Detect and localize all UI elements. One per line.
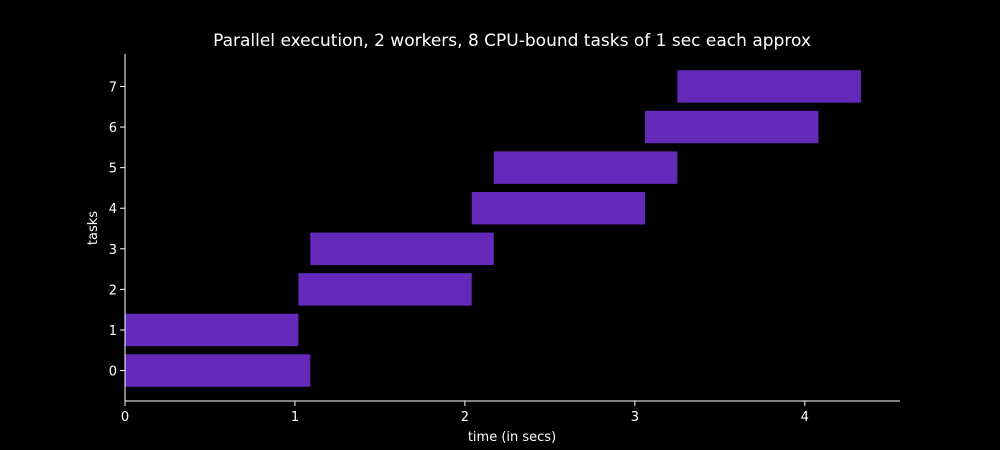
task-bar-4 [471, 191, 646, 225]
y-tick-label: 0 [109, 365, 117, 380]
x-tick-label: 2 [461, 410, 469, 425]
task-bar-0 [125, 354, 311, 387]
y-tick-label: 5 [109, 162, 117, 177]
y-tick-label: 2 [109, 283, 117, 298]
x-axis-ticks: 0 1 2 3 4 [121, 401, 809, 425]
y-tick-label: 4 [109, 202, 117, 217]
task-bar-7 [677, 70, 861, 103]
y-axis-label: tasks [86, 211, 101, 245]
chart-title: Parallel execution, 2 workers, 8 CPU-bou… [213, 31, 811, 51]
y-tick-label: 3 [109, 243, 117, 258]
y-tick-label: 7 [109, 80, 117, 95]
task-bars [125, 70, 861, 387]
x-tick-label: 4 [801, 410, 809, 425]
task-bar-2 [298, 273, 472, 306]
task-bar-1 [125, 313, 299, 347]
task-bar-5 [493, 151, 678, 184]
x-axis-label: time (in secs) [468, 430, 556, 445]
y-tick-label: 1 [109, 324, 117, 339]
task-bar-3 [310, 232, 494, 266]
y-axis-ticks: 0 1 2 3 4 5 6 7 [109, 80, 125, 380]
task-bar-6 [645, 110, 819, 144]
x-tick-label: 1 [291, 410, 299, 425]
x-tick-label: 0 [121, 410, 129, 425]
x-tick-label: 3 [631, 410, 639, 425]
y-tick-label: 6 [109, 121, 117, 136]
